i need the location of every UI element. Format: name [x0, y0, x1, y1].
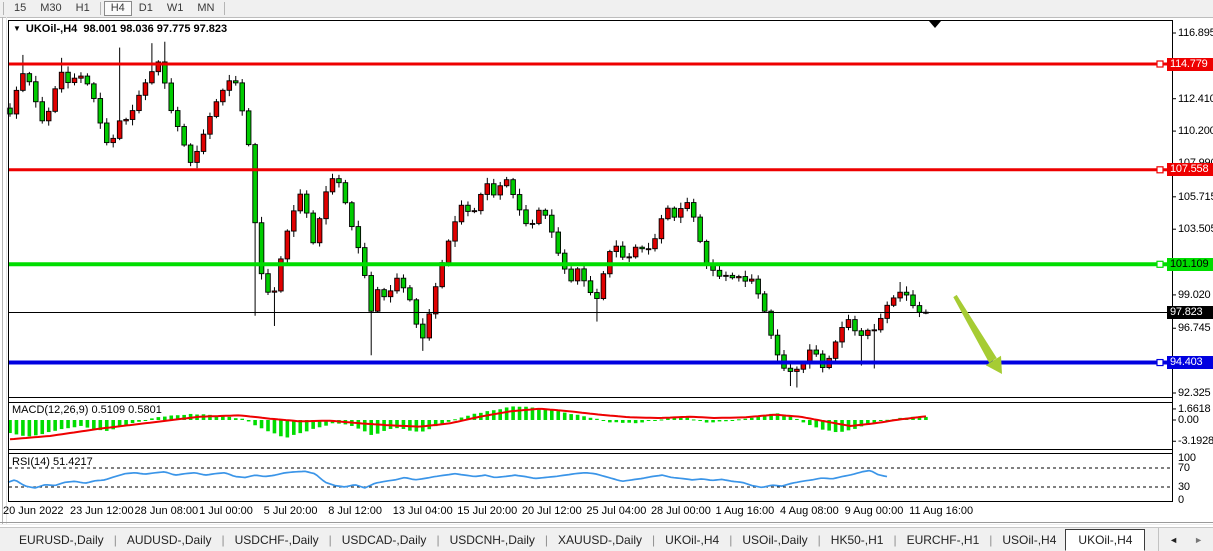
toolbar-divider	[99, 2, 101, 15]
chart-tab-usoil-daily[interactable]: USOil-,Daily	[742, 533, 808, 547]
tab-separator: |	[893, 533, 897, 547]
date-axis-label: 4 Aug 08:00	[780, 505, 839, 517]
rsi-axis-value: 0	[1178, 494, 1184, 506]
date-axis-label: 20 Jul 12:00	[521, 505, 582, 517]
toolbar-left-divider	[3, 2, 4, 15]
tab-separator: |	[328, 533, 332, 547]
candlestick-series	[7, 41, 929, 388]
tab-separator: |	[652, 533, 656, 547]
down-arrow-annotation[interactable]	[953, 294, 1002, 374]
price-tick: 99.020	[1178, 288, 1211, 301]
macd-signal-line	[9, 407, 927, 441]
timeframe-toolbar: 15 M30 H1 H4 D1 W1 MN	[0, 0, 1213, 18]
macd-indicator-label: MACD(12,26,9) 0.5109 0.5801	[12, 404, 162, 416]
tab-separator: |	[989, 533, 993, 547]
timeframe-button-m30[interactable]: M30	[40, 2, 62, 14]
macd-axis-value: -3.1928	[1178, 435, 1213, 448]
rsi-indicator-label: RSI(14) 51.4217	[12, 456, 93, 468]
date-axis-label: 8 Jul 12:00	[328, 505, 383, 517]
date-axis-label: 11 Aug 16:00	[909, 505, 974, 517]
horizontal-level-lines[interactable]	[8, 60, 1172, 367]
price-tick: 110.200	[1178, 125, 1213, 138]
chart-symbol-period: UKOil-,H4	[25, 23, 78, 35]
tab-separator: |	[221, 533, 225, 547]
rsi-line	[7, 469, 888, 489]
tab-scroll-left-icon[interactable]: ◄	[1169, 535, 1179, 545]
tab-separator: |	[817, 533, 821, 547]
chart-tab-eurchf-h1[interactable]: EURCHF-,H1	[906, 533, 980, 547]
date-axis-label: 1 Jul 00:00	[199, 505, 253, 517]
date-axis-label: 5 Jul 20:00	[263, 505, 318, 517]
timeframe-button-mn[interactable]: MN	[197, 2, 215, 14]
panel-borders	[8, 20, 1176, 502]
price-tick: 112.410	[1178, 92, 1213, 105]
chart-tab-ukoil-h4[interactable]: UKOil-,H4	[665, 533, 720, 547]
chart-tab-usoil-h4[interactable]: USOil-,H4	[1002, 533, 1057, 547]
chart-tab-audusd-daily[interactable]: AUDUSD-,Daily	[126, 533, 212, 547]
price-level-badge: 114.779	[1167, 57, 1213, 71]
rsi-axis-value: 100	[1178, 452, 1196, 464]
timeframe-button-h4[interactable]: H4	[103, 1, 132, 16]
date-axis-label: 28 Jun 08:00	[134, 505, 199, 517]
price-tick: 105.715	[1178, 190, 1213, 203]
timeframe-button-w1[interactable]: W1	[166, 2, 184, 14]
chart-tab-usdcnh-daily[interactable]: USDCNH-,Daily	[449, 533, 535, 547]
price-tick: 96.745	[1178, 322, 1211, 335]
chart-tab-hk50-h1[interactable]: HK50-,H1	[830, 533, 884, 547]
price-level-badge: 97.823	[1167, 305, 1213, 319]
date-axis-label: 23 Jun 12:00	[70, 505, 134, 517]
timeframe-button-h1[interactable]: H1	[75, 2, 90, 14]
date-axis-label: 1 Aug 16:00	[715, 505, 775, 517]
chart-shift-marker-icon[interactable]	[929, 21, 941, 28]
tab-scroll-right-icon[interactable]: ►	[1194, 535, 1203, 545]
toolbar-divider	[224, 2, 226, 15]
date-axis-label: 13 Jul 04:00	[392, 505, 453, 517]
chart-tab-bar: EURUSD-,Daily | AUDUSD-,Daily | USDCHF-,Dail…	[0, 527, 1213, 551]
date-axis-label: 28 Jul 00:00	[650, 505, 711, 517]
tab-separator: |	[729, 533, 733, 547]
price-level-badge: 101.109	[1167, 257, 1213, 271]
macd-axis-value: 0.00	[1178, 414, 1199, 426]
price-tick: 103.505	[1178, 223, 1213, 236]
price-tick: 92.325	[1178, 386, 1211, 399]
tab-separator: |	[113, 533, 117, 547]
price-level-badge: 94.403	[1167, 356, 1213, 370]
date-axis-label: 15 Jul 20:00	[457, 505, 518, 517]
price-level-badge: 107.558	[1167, 163, 1213, 177]
chart-ohlc-quotes: 98.001 98.036 97.775 97.823	[83, 23, 228, 35]
price-tick: 116.895	[1178, 27, 1213, 39]
timeframe-button-15[interactable]: 15	[14, 2, 27, 14]
rsi-axis-value: 70	[1178, 462, 1190, 474]
tab-separator: |	[436, 533, 440, 547]
chart-title: ▼ UKOil-,H4 98.001 98.036 97.775 97.823	[13, 23, 227, 35]
chart-tab-eurusd-daily[interactable]: EURUSD-,Daily	[19, 533, 104, 547]
date-axis-label: 9 Aug 00:00	[844, 505, 904, 517]
tab-scroll-controls: ◄ ►	[1158, 528, 1213, 551]
tab-separator: |	[544, 533, 549, 547]
chart-tab-usdchf-daily[interactable]: USDCHF-,Daily	[234, 533, 319, 547]
chart-title-dropdown-icon[interactable]: ▼	[13, 24, 21, 33]
rsi-axis-value: 30	[1178, 481, 1190, 493]
timeframe-button-d1[interactable]: D1	[138, 2, 153, 14]
chart-tab-usdcad-daily[interactable]: USDCAD-,Daily	[341, 533, 427, 547]
macd-axis-value: 1.6618	[1178, 402, 1211, 415]
chart-tab-xauusd-daily[interactable]: XAUUSD-,Daily	[558, 533, 643, 547]
date-axis-label: 20 Jun 2022	[3, 505, 64, 517]
date-axis-label: 25 Jul 04:00	[586, 505, 647, 517]
chart-tab-ukoil-h4-active[interactable]: UKOil-,H4	[1065, 528, 1146, 551]
